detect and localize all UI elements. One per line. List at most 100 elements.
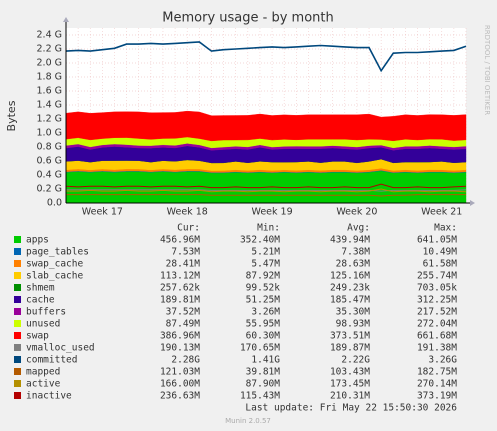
- stat-value: 373.19M: [417, 391, 457, 402]
- legend-label: mapped: [26, 367, 60, 378]
- legend-swatch: [14, 368, 21, 375]
- legend-swatch: [14, 272, 21, 279]
- stat-value: 7.53M: [171, 247, 200, 258]
- legend-label: swap: [26, 331, 49, 342]
- x-tick-label: Week 20: [336, 207, 377, 218]
- stat-value: 35.30M: [336, 307, 371, 318]
- legend-label: buffers: [26, 307, 66, 318]
- stat-value: 189.81M: [160, 295, 200, 306]
- y-tick-label: 0.6 G: [37, 156, 63, 167]
- stat-value: 386.96M: [160, 331, 200, 342]
- x-tick-label: Week 19: [251, 207, 292, 218]
- stat-value: 352.40M: [240, 235, 280, 246]
- legend-label: unused: [26, 319, 60, 330]
- stat-value: 166.00M: [160, 379, 200, 390]
- axis-arrow: [470, 200, 475, 206]
- y-tick-label: 0.4 G: [37, 170, 63, 181]
- legend-label: slab_cache: [26, 271, 83, 282]
- stat-value: 5.21M: [251, 247, 280, 258]
- legend-swatch: [14, 260, 21, 267]
- legend-swatch: [14, 392, 21, 399]
- x-tick-label: Week 21: [421, 207, 462, 218]
- line: [65, 41, 467, 73]
- stat-value: 1.41G: [251, 355, 280, 366]
- y-tick-label: 2.0 G: [37, 58, 63, 69]
- last-update: Last update: Fri May 22 15:50:30 2026: [245, 403, 457, 414]
- stat-value: 3.26M: [251, 307, 280, 318]
- stat-value: 37.52M: [166, 307, 201, 318]
- legend-swatch: [14, 296, 21, 303]
- line: [66, 189, 467, 192]
- stats-header: Min:: [257, 223, 280, 234]
- legend-swatch: [14, 344, 21, 351]
- legend-swatch: [14, 380, 21, 387]
- stat-value: 28.63M: [336, 259, 371, 270]
- stat-value: 661.68M: [417, 331, 457, 342]
- stat-value: 61.58M: [423, 259, 458, 270]
- stat-value: 170.65M: [240, 343, 280, 354]
- stat-value: 173.45M: [330, 379, 370, 390]
- stat-value: 312.25M: [417, 295, 457, 306]
- stat-value: 703.05k: [417, 283, 457, 294]
- stat-value: 10.49M: [423, 247, 458, 258]
- x-tick-label: Week 18: [167, 207, 208, 218]
- stat-value: 190.13M: [160, 343, 200, 354]
- stat-value: 87.92M: [246, 271, 281, 282]
- stat-value: 28.41M: [166, 259, 201, 270]
- stat-value: 189.87M: [330, 343, 370, 354]
- y-tick-label: 1.2 G: [37, 114, 63, 125]
- legend-label: committed: [26, 355, 77, 366]
- stat-value: 113.12M: [160, 271, 200, 282]
- area: [65, 110, 467, 142]
- stat-value: 125.16M: [330, 271, 370, 282]
- stats-header: Max:: [434, 223, 457, 234]
- legend-label: swap_cache: [26, 259, 83, 270]
- stat-value: 87.90M: [246, 379, 281, 390]
- stat-value: 103.43M: [330, 367, 370, 378]
- legend-label: vmalloc_used: [26, 343, 95, 354]
- stat-value: 55.95M: [246, 319, 281, 330]
- stat-value: 2.28G: [171, 355, 200, 366]
- stat-value: 270.14M: [417, 379, 457, 390]
- legend-swatch: [14, 332, 21, 339]
- stat-value: 5.47M: [251, 259, 280, 270]
- legend-label: inactive: [26, 391, 72, 402]
- y-tick-label: 1.0 G: [37, 128, 63, 139]
- y-tick-label: 1.4 G: [37, 100, 63, 111]
- legend-label: cache: [26, 295, 55, 306]
- stat-value: 182.75M: [417, 367, 457, 378]
- stat-value: 249.23k: [330, 283, 370, 294]
- stat-value: 191.38M: [417, 343, 457, 354]
- line: [66, 188, 467, 193]
- line: [65, 183, 467, 189]
- legend-label: active: [26, 379, 61, 390]
- legend-swatch: [14, 284, 21, 291]
- axis-arrow: [63, 17, 69, 22]
- y-tick-label: 0.2 G: [37, 184, 63, 195]
- stat-value: 121.03M: [160, 367, 200, 378]
- stat-value: 236.63M: [160, 391, 200, 402]
- legend-swatch: [14, 308, 21, 315]
- stat-value: 39.81M: [246, 367, 281, 378]
- stat-value: 7.38M: [341, 247, 370, 258]
- stat-value: 51.25M: [246, 295, 281, 306]
- stat-value: 272.04M: [417, 319, 457, 330]
- y-tick-label: 1.8 G: [37, 72, 63, 83]
- stat-value: 641.05M: [417, 235, 457, 246]
- stat-value: 257.62k: [160, 283, 200, 294]
- legend-label: page_tables: [26, 247, 89, 258]
- stat-value: 115.43M: [240, 391, 280, 402]
- stat-value: 3.26G: [428, 355, 457, 366]
- chart-title: Memory usage - by month: [162, 11, 333, 26]
- stats-header: Cur:: [177, 223, 200, 234]
- y-tick-label: 2.2 G: [37, 44, 63, 55]
- line: [66, 194, 466, 197]
- stat-value: 255.74M: [417, 271, 457, 282]
- stat-value: 98.93M: [336, 319, 371, 330]
- stat-value: 210.31M: [330, 391, 370, 402]
- legend-label: shmem: [26, 283, 55, 294]
- y-tick-label: 0.0: [47, 198, 62, 209]
- side-text: RRDTOOL / TOBI OETIKER: [483, 25, 491, 115]
- stats-header: Avg:: [347, 223, 370, 234]
